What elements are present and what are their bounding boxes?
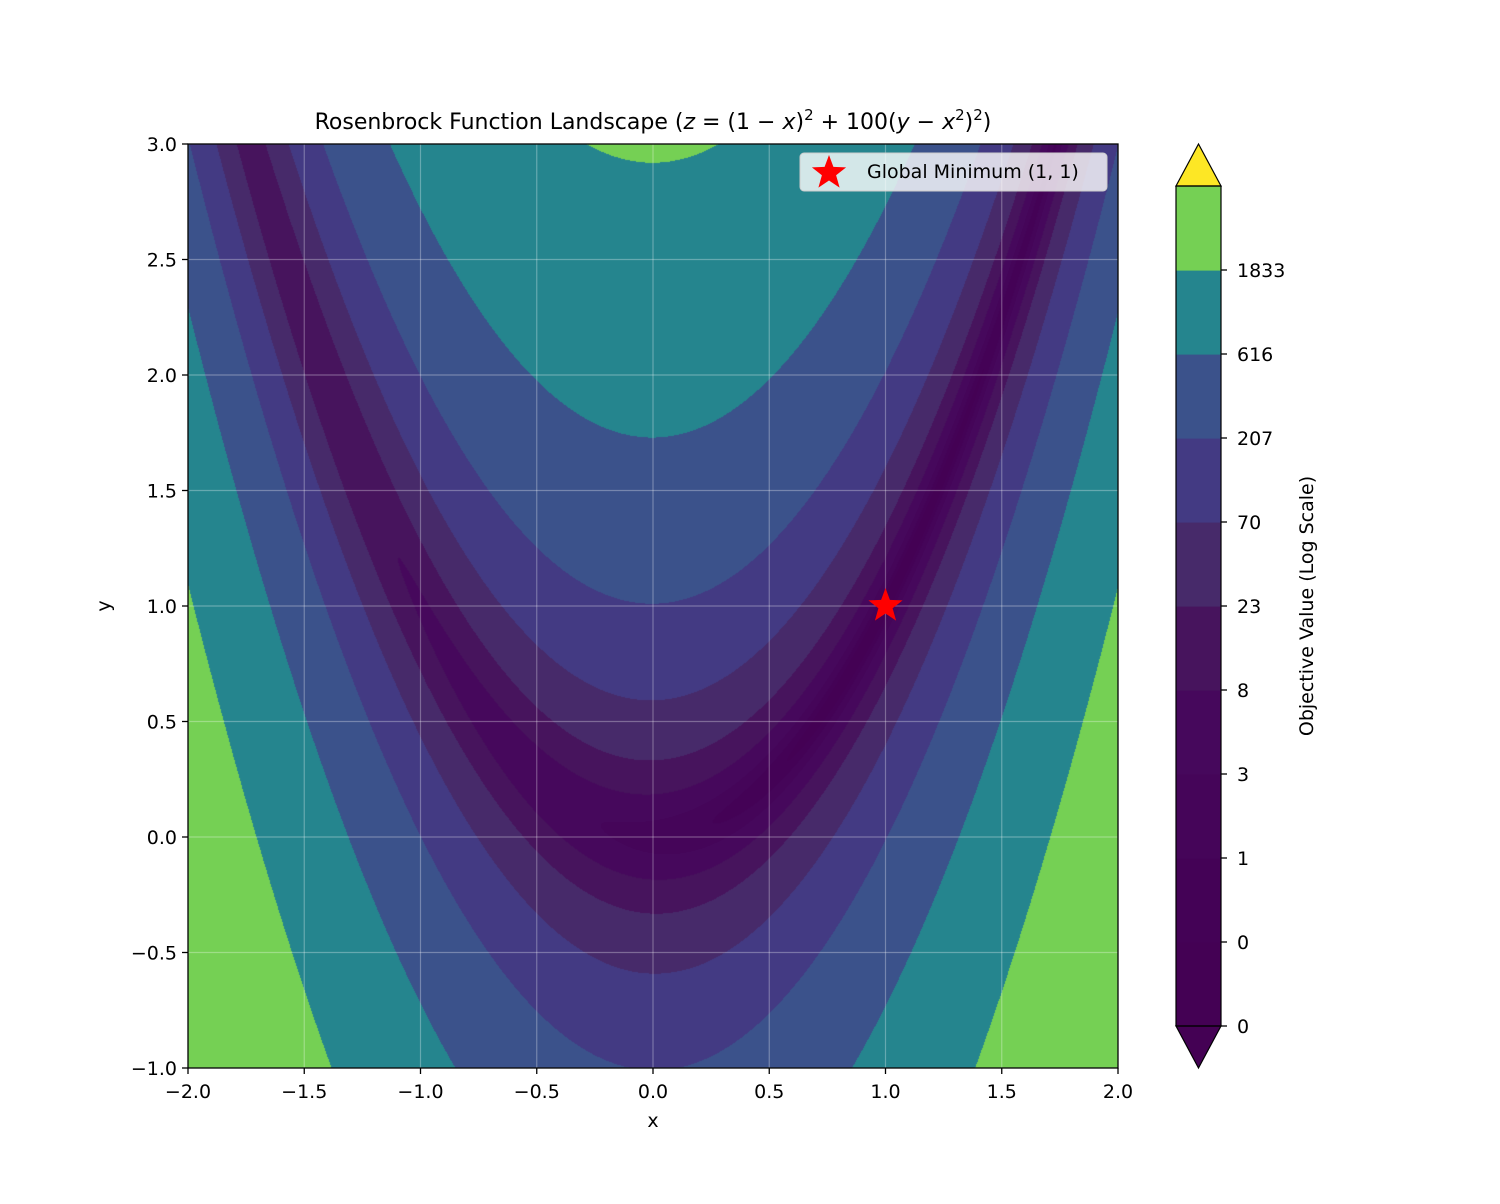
colorbar-tick-label: 3 bbox=[1237, 764, 1249, 786]
chart-title: Rosenbrock Function Landscape (z = (1 − … bbox=[315, 106, 992, 135]
colorbar-segment bbox=[1176, 354, 1221, 439]
colorbar-tick-label: 0 bbox=[1237, 932, 1249, 954]
colorbar-tick-label: 207 bbox=[1237, 428, 1273, 450]
legend-entry-label: Global Minimum (1, 1) bbox=[867, 161, 1079, 183]
colorbar-segment bbox=[1176, 858, 1221, 943]
x-axis: −2.0 −1.5 −1.0 −0.5 0.0 0.5 1.0 1.5 2.0 bbox=[165, 1068, 1133, 1103]
plot-area bbox=[187, 143, 1119, 1069]
x-tick-label: −1.0 bbox=[397, 1081, 443, 1103]
x-axis-label: x bbox=[647, 1110, 658, 1132]
colorbar-tick-label: 23 bbox=[1237, 596, 1261, 618]
y-tick-label: 2.0 bbox=[147, 365, 177, 387]
colorbar-tick-label: 1 bbox=[1237, 848, 1249, 870]
colorbar-tick-label: 1833 bbox=[1237, 260, 1285, 282]
x-tick-label: 0.0 bbox=[638, 1081, 668, 1103]
colorbar-segment bbox=[1176, 774, 1221, 859]
x-tick-label: −1.5 bbox=[281, 1081, 327, 1103]
y-axis: −1.0 −0.5 0.0 0.5 1.0 1.5 2.0 2.5 3.0 bbox=[131, 134, 188, 1080]
colorbar: 0 0 1 3 8 23 70 207 616 1833 bbox=[1174, 142, 1285, 1070]
legend: Global Minimum (1, 1) bbox=[799, 152, 1108, 192]
colorbar-tick-label: 70 bbox=[1237, 512, 1261, 534]
colorbar-tick-label: 616 bbox=[1237, 344, 1273, 366]
colorbar-tick-label: 8 bbox=[1237, 680, 1249, 702]
colorbar-segment bbox=[1176, 522, 1221, 607]
y-tick-label: 0.5 bbox=[147, 712, 177, 734]
y-axis-label: y bbox=[93, 600, 115, 611]
colorbar-segment bbox=[1176, 690, 1221, 775]
global-minimum-marker bbox=[868, 588, 903, 621]
colorbar-label: Objective Value (Log Scale) bbox=[1296, 476, 1318, 736]
colorbar-tick-label: 0 bbox=[1237, 1016, 1249, 1038]
y-tick-label: 3.0 bbox=[147, 134, 177, 156]
colorbar-extend-bottom bbox=[1174, 1025, 1223, 1070]
y-tick-label: 2.5 bbox=[147, 250, 177, 272]
marker-layer bbox=[868, 588, 903, 621]
y-tick-label: −1.0 bbox=[131, 1058, 177, 1080]
colorbar-segment bbox=[1176, 270, 1221, 355]
x-tick-label: 1.0 bbox=[870, 1081, 900, 1103]
colorbar-segment bbox=[1176, 942, 1221, 1027]
x-tick-label: 0.5 bbox=[754, 1081, 784, 1103]
y-tick-label: 1.0 bbox=[147, 596, 177, 618]
y-tick-label: 1.5 bbox=[147, 481, 177, 503]
legend-star-icon bbox=[811, 155, 847, 188]
colorbar-segment bbox=[1176, 186, 1221, 271]
x-tick-label: −2.0 bbox=[165, 1081, 211, 1103]
legend-box bbox=[799, 152, 1108, 192]
y-tick-label: −0.5 bbox=[131, 943, 177, 965]
x-tick-label: 1.5 bbox=[987, 1081, 1017, 1103]
x-tick-label: −0.5 bbox=[514, 1081, 560, 1103]
colorbar-segment bbox=[1176, 606, 1221, 691]
colorbar-extend-top bbox=[1174, 142, 1223, 187]
y-tick-label: 0.0 bbox=[147, 827, 177, 849]
colorbar-segment bbox=[1176, 438, 1221, 523]
contour-fill bbox=[188, 144, 1118, 1068]
x-tick-label: 2.0 bbox=[1103, 1081, 1133, 1103]
